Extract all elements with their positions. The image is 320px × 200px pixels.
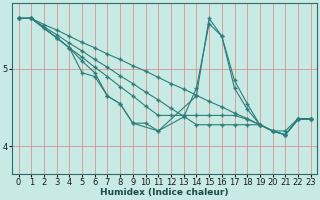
X-axis label: Humidex (Indice chaleur): Humidex (Indice chaleur) [100, 188, 229, 197]
